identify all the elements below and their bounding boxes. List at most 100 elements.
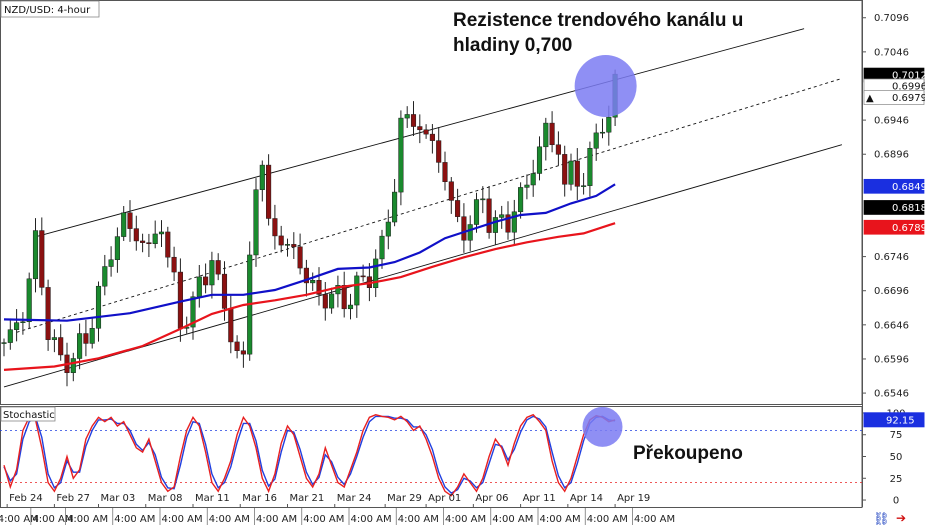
symbol-label-box [0, 0, 100, 18]
resistance-highlight-circle [574, 54, 637, 117]
candle-body [14, 322, 20, 330]
candle-body [266, 164, 272, 219]
stoch-value-tag-box [863, 412, 925, 428]
time-tick-label: 4:00 AM [540, 514, 581, 525]
candle-body [45, 287, 51, 340]
price-tag-arrow-icon: ▲ [866, 93, 874, 104]
candle-body [215, 260, 221, 275]
price-tag-box [863, 219, 925, 235]
candle-body [347, 304, 354, 310]
candle-body [114, 236, 120, 260]
candle-body [291, 244, 297, 248]
date-tick-label: Mar 16 [242, 493, 277, 504]
candle-body [70, 358, 76, 373]
candle-body [398, 117, 404, 193]
stoch-tick-label: 25 [890, 474, 903, 485]
time-tick-label: 4:00 AM [67, 514, 108, 525]
candle-body [133, 228, 139, 242]
date-tick-label: Apr 19 [617, 493, 650, 504]
candle-body [284, 244, 291, 246]
candle-body [310, 280, 316, 284]
candle-body [410, 114, 417, 127]
chart-decor: 0.7096 0.7046 0.6946 0.6896 0.6746 0.6696 0.66… [862, 0, 925, 525]
candle-body [423, 129, 429, 135]
candle-body [606, 116, 612, 133]
candle-body [303, 267, 309, 284]
candle-body [555, 144, 561, 155]
price-tick-label: 0.7046 [874, 47, 909, 58]
time-axis-bg [0, 508, 862, 525]
candle-body [581, 185, 587, 187]
candle-body [20, 321, 26, 323]
stoch-value-tag-label: 92.15 [886, 415, 915, 426]
stoch-tick-label: 75 [890, 430, 903, 441]
candle-body [203, 276, 209, 286]
candle-body [568, 160, 574, 185]
candle-body [587, 148, 593, 186]
price-tag-box [863, 178, 925, 194]
candle-body [486, 198, 492, 233]
candle-body [505, 214, 511, 233]
candle-body [549, 122, 555, 146]
candle-body [360, 275, 366, 278]
candle-body [480, 198, 486, 201]
candle-body [77, 333, 83, 359]
candle-body [436, 140, 442, 163]
date-tick-label: Mar 29 [387, 493, 422, 504]
candle-body [518, 187, 524, 213]
candle-body [108, 259, 114, 267]
resistance-annotation: Rezistence trendového kanálu u hladiny 0,… [453, 10, 743, 56]
date-tick-label: Mar 03 [101, 493, 136, 504]
price-tag-label: 0.6849 [892, 182, 925, 193]
price-tick-label: 0.6546 [874, 389, 909, 400]
candle-body [51, 337, 57, 340]
candle-body [152, 233, 158, 244]
candle-body [530, 173, 536, 186]
candle-body [297, 246, 303, 269]
candle-body [562, 154, 568, 185]
time-tick-label: 4:00 AM [445, 514, 486, 525]
ma-red-line [3, 222, 616, 371]
price-tag-label: 0.6818 [892, 203, 925, 214]
price-tag-label: 0.6979 [892, 93, 925, 104]
candle-body [341, 285, 347, 310]
time-tick-label: 4:00 AM [587, 514, 628, 525]
stoch-k-line [3, 413, 616, 497]
candle-body [448, 181, 454, 201]
candle-body [511, 211, 517, 233]
price-tick-label: 0.6946 [874, 116, 909, 127]
candle-body [228, 308, 234, 343]
candle-body [373, 258, 379, 289]
candle-body [127, 212, 133, 229]
candle-body [455, 200, 461, 217]
candle-body [574, 160, 580, 187]
candle-body [272, 218, 278, 237]
candle-body [593, 132, 599, 149]
time-tick-label: 4:00 AM [351, 514, 392, 525]
time-tick-label: 4:00 AM [0, 514, 39, 525]
candle-body [404, 114, 410, 119]
time-tick-label: 4:00 AM [634, 514, 675, 525]
date-tick-label: Apr 06 [475, 493, 508, 504]
arrow-icon: ➔ [896, 511, 906, 525]
price-tag-box [863, 90, 925, 105]
date-tick-label: Mar 11 [195, 493, 230, 504]
price-tick-label: 0.7096 [874, 13, 909, 24]
stoch-label-box [0, 406, 56, 422]
link-icon: ⛓ [873, 511, 890, 525]
date-tick-label: Feb 27 [56, 493, 90, 504]
candle-body [543, 122, 549, 148]
overbought-highlight-circle [582, 406, 623, 447]
stochastic-pane: Překoupeno Stochastic [0, 406, 863, 508]
candle-body [442, 162, 448, 182]
candle-body [335, 285, 341, 295]
price-tag-label: 0.6789 [892, 223, 925, 234]
candle-body [524, 184, 530, 188]
time-tick-label: 4:00 AM [209, 514, 250, 525]
time-tick-label: 4:00 AM [256, 514, 297, 525]
stoch-d-line [3, 415, 616, 494]
candle-body [492, 217, 498, 233]
candle-body [316, 280, 322, 295]
candle-body [39, 230, 45, 288]
